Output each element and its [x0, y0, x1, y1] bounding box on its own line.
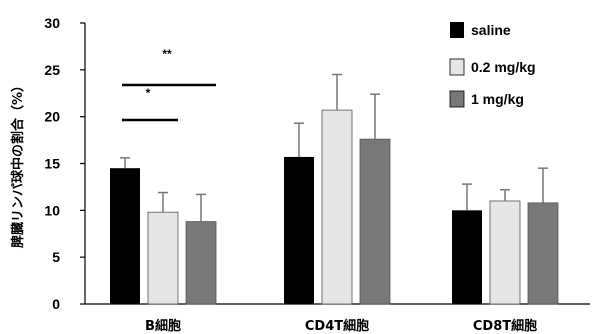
y-tick-label: 20: [44, 109, 60, 125]
bar: [359, 138, 391, 305]
bar: [321, 109, 353, 305]
x-tick-label: CD4T細胞: [305, 318, 369, 334]
y-tick-label: 5: [52, 249, 60, 265]
legend-swatch: [449, 90, 465, 108]
y-axis-label: 脾臓リンパ球中の割合（%）: [10, 79, 26, 248]
bar: [284, 156, 314, 304]
legend-label: 1 mg/kg: [471, 91, 524, 107]
x-tick-label: CD8T細胞: [473, 318, 537, 334]
significance-markers: ***: [122, 47, 216, 122]
axes: 0 5 10 15 20 25 30 B細胞 CD4T細胞 CD8T細胞: [44, 15, 590, 334]
y-tick-label: 10: [44, 202, 60, 218]
bar: [147, 211, 179, 305]
x-tick-label: B細胞: [145, 318, 181, 334]
bar: [527, 202, 559, 305]
significance-label: *: [146, 86, 151, 100]
bar: [110, 168, 140, 304]
significance-label: **: [162, 47, 172, 61]
y-tick-label: 0: [52, 296, 60, 312]
legend-swatch: [450, 22, 464, 38]
y-tick-label: 30: [44, 15, 60, 31]
bar: [452, 210, 482, 304]
legend-swatch: [449, 58, 465, 76]
error-bars: [120, 73, 548, 222]
legend-label: 0.2 mg/kg: [471, 59, 536, 75]
y-tick-label: 25: [44, 62, 60, 78]
y-tick-label: 15: [44, 156, 60, 172]
bars: [110, 109, 559, 305]
bar: [185, 221, 217, 305]
bar: [489, 200, 521, 305]
legend: saline 0.2 mg/kg 1 mg/kg: [449, 22, 536, 108]
legend-label: saline: [471, 22, 511, 38]
